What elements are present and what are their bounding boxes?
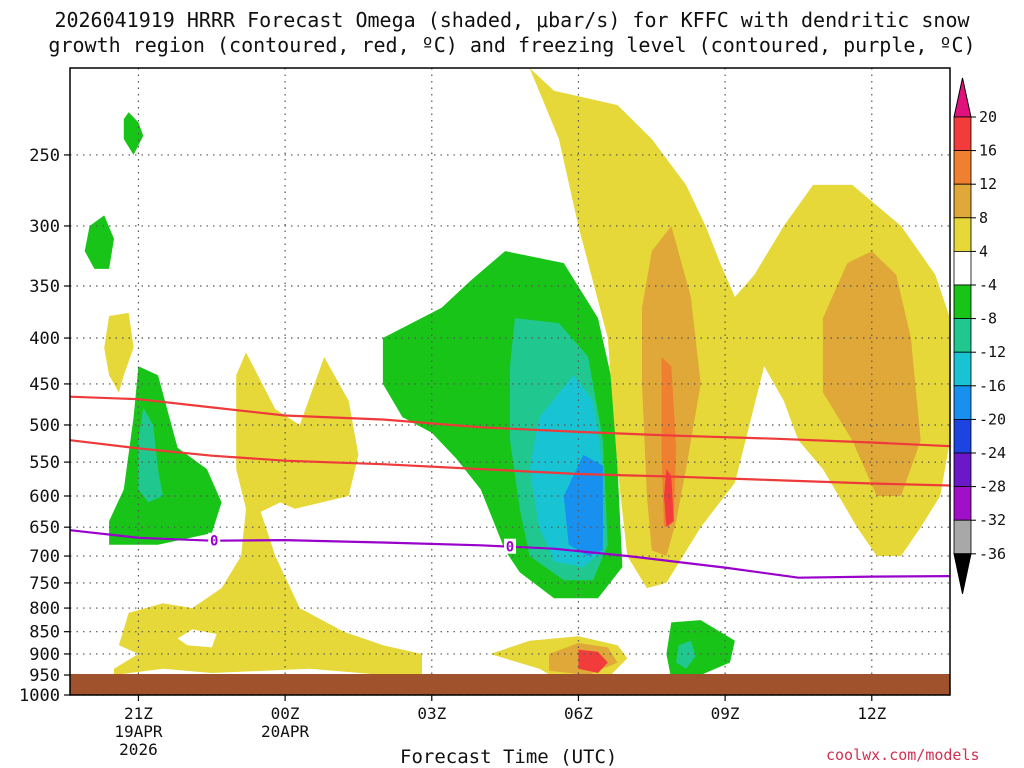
ytick-label-800: 800 — [29, 599, 60, 619]
ytick-label-550: 550 — [29, 453, 60, 473]
colorbar-label-16: 16 — [979, 142, 997, 160]
line-freezing-level — [70, 529, 950, 579]
xtick-date-21Z: 19APR — [114, 722, 163, 741]
colorbar-bin-8to12 — [953, 183, 972, 219]
xtick-label-12Z: 12Z — [857, 704, 886, 723]
xtick-label-09Z: 09Z — [711, 704, 740, 723]
colorbar-label--28: -28 — [979, 478, 1006, 496]
omega-region-red-right-narrow — [664, 469, 674, 528]
ytick-label-700: 700 — [29, 547, 60, 567]
ytick-label-250: 250 — [29, 146, 60, 166]
xtick-date-00Z: 20APR — [261, 722, 310, 741]
colorbar-label-4: 4 — [979, 242, 988, 260]
line-dendritic-upper — [70, 395, 950, 448]
colorbar-label--8: -8 — [979, 310, 997, 328]
colorbar-bin-16to20 — [953, 116, 972, 151]
colorbar-label-20: 20 — [979, 108, 997, 126]
colorbar-label--24: -24 — [979, 444, 1006, 462]
colorbar-label-12: 12 — [979, 175, 997, 193]
ytick-label-350: 350 — [29, 277, 60, 297]
colorbar-label--32: -32 — [979, 511, 1006, 529]
freezing-label-bg-1 — [504, 538, 516, 554]
colorbar-bin--12to-8 — [953, 318, 972, 353]
ytick-label-500: 500 — [29, 416, 60, 436]
xtick-label-21Z: 21Z — [124, 704, 153, 723]
ytick-label-600: 600 — [29, 487, 60, 507]
colorbar-top-arrow — [953, 77, 972, 118]
line-dendritic-lower — [70, 439, 950, 487]
plot-frame — [69, 67, 951, 696]
ytick-label-450: 450 — [29, 375, 60, 395]
xtick-label-06Z: 06Z — [564, 704, 593, 723]
colorbar-bin-4to8 — [953, 217, 972, 252]
white-hole-left — [177, 629, 217, 648]
omega-region-yellow-center-tall — [114, 352, 422, 680]
freezing-label-1: 0 — [506, 540, 514, 556]
ytick-label-850: 850 — [29, 623, 60, 643]
omega-region-green-left-mid — [109, 366, 222, 545]
colorbar-bin--20to-16 — [953, 385, 972, 420]
colorbar-bin--32to-28 — [953, 486, 972, 521]
omega-region-teal-right-lower — [676, 640, 696, 669]
colorbar-bin--4to4 — [953, 250, 972, 286]
colorbar-bin--24to-20 — [953, 418, 972, 454]
ytick-label-400: 400 — [29, 329, 60, 349]
axes: 2503003504004505005506006507007508008509… — [19, 67, 951, 759]
omega-region-teal-left-mid — [138, 407, 163, 503]
colorbar-bottom-arrow — [953, 553, 972, 594]
colorbar-bin-12to16 — [953, 150, 972, 185]
omega-shaded-regions — [84, 68, 950, 690]
xtick-label-03Z: 03Z — [417, 704, 446, 723]
freezing-label-bg-0 — [208, 532, 221, 548]
ground-surface — [70, 674, 950, 695]
omega-region-blue-center — [563, 454, 603, 556]
colorbar-label--20: -20 — [979, 410, 1006, 428]
freezing-label-0: 0 — [210, 534, 218, 550]
x-axis-label: Forecast Time (UTC) — [400, 746, 618, 768]
colorbar: 20 16 12 8 4 -4 -8 -12 -16 -20 -24 -28 -32 -36 — [953, 77, 1006, 594]
omega-region-green-left-upper — [84, 215, 114, 269]
colorbar-bin--28to-24 — [953, 452, 972, 487]
colorbar-bin--36to-32 — [953, 519, 972, 555]
colorbar-bin--16to-12 — [953, 351, 972, 387]
omega-region-yellow-left-upper — [104, 312, 134, 393]
colorbar-bin--8to-4 — [953, 284, 972, 319]
ytick-label-300: 300 — [29, 217, 60, 237]
credit-link[interactable]: coolwx.com/models — [826, 746, 980, 764]
omega-region-red-right-lower — [578, 649, 608, 673]
ytick-label-650: 650 — [29, 518, 60, 538]
chart-title-line-1: 2026041919 HRRR Forecast Omega (shaded, … — [54, 8, 970, 32]
chart-title-line-2: growth region (contoured, red, ºC) and f… — [48, 33, 976, 57]
ytick-label-950: 950 — [29, 666, 60, 686]
ytick-label-900: 900 — [29, 645, 60, 665]
colorbar-label--16: -16 — [979, 377, 1006, 395]
colorbar-label-8: 8 — [979, 209, 988, 227]
colorbar-label--36: -36 — [979, 545, 1006, 563]
colorbar-label--4: -4 — [979, 276, 997, 294]
colorbar-label--12: -12 — [979, 343, 1006, 361]
ytick-label-1000: 1000 — [19, 686, 60, 706]
xtick-label-00Z: 00Z — [271, 704, 300, 723]
xtick-year-21Z: 2026 — [119, 740, 158, 759]
ground-layer — [70, 674, 950, 695]
ytick-label-750: 750 — [29, 574, 60, 594]
omega-region-green-right-lower — [666, 620, 735, 680]
omega-region-yellow-right-big — [529, 68, 950, 589]
omega-region-green-top-left-small — [123, 112, 144, 155]
grid-lines — [70, 68, 950, 696]
